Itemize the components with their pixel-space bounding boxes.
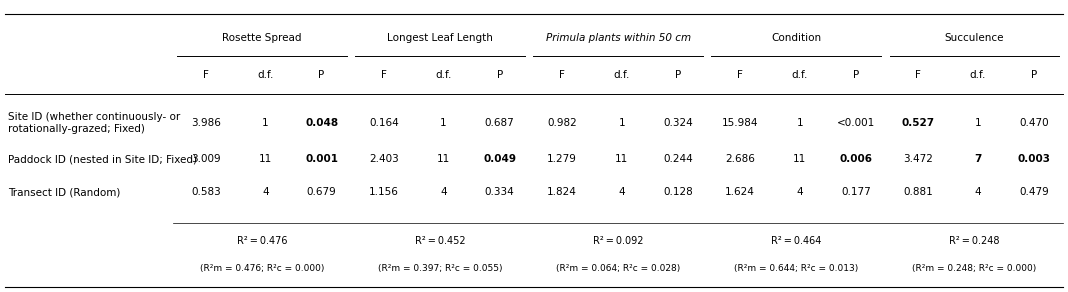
Text: (R²m = 0.064; R²c = 0.028): (R²m = 0.064; R²c = 0.028): [556, 265, 680, 273]
Text: P: P: [1031, 70, 1037, 80]
Text: 0.049: 0.049: [483, 154, 516, 164]
Text: 1: 1: [975, 118, 981, 128]
Text: 0.679: 0.679: [307, 187, 336, 197]
Text: 2.403: 2.403: [370, 154, 398, 164]
Text: 4: 4: [618, 187, 625, 197]
Text: Condition: Condition: [771, 32, 821, 43]
Text: P: P: [497, 70, 503, 80]
Text: Site ID (whether continuously- or
rotationally-grazed; Fixed): Site ID (whether continuously- or rotati…: [7, 112, 180, 134]
Text: P: P: [318, 70, 325, 80]
Text: 1: 1: [618, 118, 625, 128]
Text: R² = 0.476: R² = 0.476: [237, 237, 287, 246]
Text: F: F: [737, 70, 743, 80]
Text: 0.003: 0.003: [1018, 154, 1051, 164]
Text: 0.324: 0.324: [663, 118, 693, 128]
Text: F: F: [915, 70, 922, 80]
Text: R² = 0.452: R² = 0.452: [414, 237, 466, 246]
Text: 4: 4: [797, 187, 803, 197]
Text: F: F: [381, 70, 387, 80]
Text: 4: 4: [262, 187, 269, 197]
Text: 0.334: 0.334: [485, 187, 515, 197]
Text: 0.687: 0.687: [485, 118, 515, 128]
Text: 11: 11: [794, 154, 806, 164]
Text: R² = 0.092: R² = 0.092: [593, 237, 643, 246]
Text: R² = 0.464: R² = 0.464: [771, 237, 821, 246]
Text: 0.470: 0.470: [1019, 118, 1049, 128]
Text: 0.982: 0.982: [547, 118, 577, 128]
Text: (R²m = 0.476; R²c = 0.000): (R²m = 0.476; R²c = 0.000): [200, 265, 324, 273]
Text: 1.624: 1.624: [725, 187, 755, 197]
Text: d.f.: d.f.: [257, 70, 273, 80]
Text: F: F: [560, 70, 565, 80]
Text: 15.984: 15.984: [722, 118, 758, 128]
Text: 1.824: 1.824: [547, 187, 577, 197]
Text: d.f.: d.f.: [970, 70, 986, 80]
Text: 4: 4: [975, 187, 981, 197]
Text: 7: 7: [974, 154, 981, 164]
Text: 1.279: 1.279: [547, 154, 577, 164]
Text: 0.583: 0.583: [191, 187, 221, 197]
Text: P: P: [675, 70, 681, 80]
Text: 0.164: 0.164: [370, 118, 398, 128]
Text: d.f.: d.f.: [613, 70, 630, 80]
Text: Primula plants within 50 cm: Primula plants within 50 cm: [546, 32, 691, 43]
Text: 1.156: 1.156: [370, 187, 398, 197]
Text: Paddock ID (nested in Site ID; Fixed): Paddock ID (nested in Site ID; Fixed): [7, 154, 197, 164]
Text: 0.006: 0.006: [839, 154, 873, 164]
Text: Succulence: Succulence: [944, 32, 1004, 43]
Text: d.f.: d.f.: [436, 70, 452, 80]
Text: 1: 1: [440, 118, 446, 128]
Text: d.f.: d.f.: [791, 70, 808, 80]
Text: 1: 1: [797, 118, 803, 128]
Text: 0.177: 0.177: [841, 187, 870, 197]
Text: 0.048: 0.048: [305, 118, 339, 128]
Text: 4: 4: [440, 187, 446, 197]
Text: 11: 11: [258, 154, 272, 164]
Text: F: F: [203, 70, 208, 80]
Text: Rosette Spread: Rosette Spread: [222, 32, 301, 43]
Text: <0.001: <0.001: [837, 118, 875, 128]
Text: (R²m = 0.397; R²c = 0.055): (R²m = 0.397; R²c = 0.055): [378, 265, 502, 273]
Text: 0.527: 0.527: [901, 118, 934, 128]
Text: 3.472: 3.472: [904, 154, 933, 164]
Text: 0.479: 0.479: [1019, 187, 1049, 197]
Text: P: P: [852, 70, 859, 80]
Text: Transect ID (Random): Transect ID (Random): [7, 187, 121, 197]
Text: 2.686: 2.686: [725, 154, 755, 164]
Text: 0.128: 0.128: [663, 187, 693, 197]
Text: (R²m = 0.248; R²c = 0.000): (R²m = 0.248; R²c = 0.000): [912, 265, 1036, 273]
Text: 11: 11: [437, 154, 451, 164]
Text: (R²m = 0.644; R²c = 0.013): (R²m = 0.644; R²c = 0.013): [734, 265, 859, 273]
Text: R² = 0.248: R² = 0.248: [949, 237, 1000, 246]
Text: 0.244: 0.244: [663, 154, 693, 164]
Text: 3.009: 3.009: [191, 154, 221, 164]
Text: 3.986: 3.986: [191, 118, 221, 128]
Text: 0.881: 0.881: [904, 187, 933, 197]
Text: 0.001: 0.001: [305, 154, 339, 164]
Text: Longest Leaf Length: Longest Leaf Length: [387, 32, 493, 43]
Text: 1: 1: [262, 118, 269, 128]
Text: 11: 11: [615, 154, 628, 164]
